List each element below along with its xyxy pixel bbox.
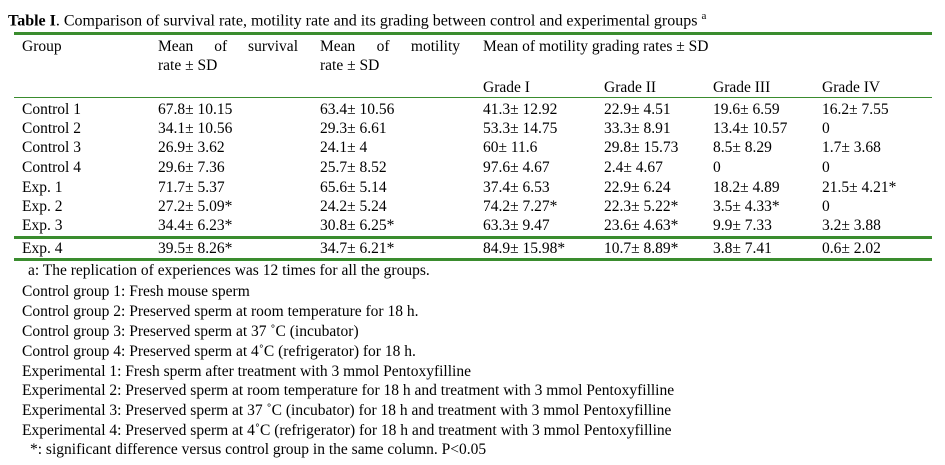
cell-grade-1: 97.6± 4.67 xyxy=(483,159,550,176)
bottom-rule xyxy=(14,258,932,261)
top-rule xyxy=(14,32,932,35)
cell-grade-1: 74.2± 7.27* xyxy=(483,198,558,215)
cell-survival: 71.7± 5.37 xyxy=(158,179,225,196)
cell-grade-1: 37.4± 6.53 xyxy=(483,179,550,196)
cell-group: Exp. 4 xyxy=(22,240,63,257)
title-footnote-marker: a xyxy=(701,10,707,22)
cell-motility: 34.7± 6.21* xyxy=(320,240,395,257)
cell-grade-4: 16.2± 7.55 xyxy=(822,101,889,118)
footnote-experimental-3: Experimental 3: Preserved sperm at 37 ˚C… xyxy=(22,402,672,419)
footnote-significance: *: significant difference versus control… xyxy=(30,441,487,458)
cell-grade-2: 2.4± 4.67 xyxy=(604,159,663,176)
header-grade-3: Grade III xyxy=(713,79,771,96)
footnote-control-2: Control group 2: Preserved sperm at room… xyxy=(22,303,419,320)
cell-survival: 26.9± 3.62 xyxy=(158,139,225,156)
cell-grade-2: 33.3± 8.91 xyxy=(604,120,671,137)
cell-grade-4: 21.5± 4.21* xyxy=(822,179,897,196)
separator-rule xyxy=(14,236,932,239)
cell-grade-3: 9.9± 7.33 xyxy=(713,217,772,234)
cell-survival: 27.2± 5.09* xyxy=(158,198,233,215)
footnote-control-4: Control group 4: Preserved sperm at 4˚C … xyxy=(22,343,416,360)
grade-header-rule xyxy=(14,97,932,98)
cell-group: Control 2 xyxy=(22,120,81,137)
cell-group: Exp. 2 xyxy=(22,198,63,215)
cell-grade-4: 0 xyxy=(822,198,830,215)
cell-grade-2: 22.3± 5.22* xyxy=(604,198,679,215)
table-caption: . Comparison of survival rate, motility … xyxy=(55,12,698,30)
cell-motility: 30.8± 6.25* xyxy=(320,217,395,234)
cell-grade-4: 0 xyxy=(822,159,830,176)
cell-grade-1: 60± 11.6 xyxy=(483,139,538,156)
footnote-experimental-4: Experimental 4: Preserved sperm at 4˚C (… xyxy=(22,422,672,439)
cell-survival: 39.5± 8.26* xyxy=(158,240,233,257)
footnote-control-3: Control group 3: Preserved sperm at 37 ˚… xyxy=(22,323,359,340)
header-grading: Mean of motility grading rates ± SD xyxy=(483,38,709,55)
table-title: Table I. Comparison of survival rate, mo… xyxy=(8,10,706,30)
cell-grade-1: 63.3± 9.47 xyxy=(483,217,550,234)
cell-grade-3: 3.8± 7.41 xyxy=(713,240,772,257)
cell-survival: 29.6± 7.36 xyxy=(158,159,225,176)
header-group: Group xyxy=(22,38,62,55)
cell-group: Control 3 xyxy=(22,139,81,156)
header-grade-4: Grade IV xyxy=(822,79,881,96)
cell-grade-2: 29.8± 15.73 xyxy=(604,139,679,156)
header-motility-line1: Mean of motility xyxy=(320,38,460,55)
footnote-experimental-1: Experimental 1: Fresh sperm after treatm… xyxy=(22,363,471,380)
footnote-experimental-2: Experimental 2: Preserved sperm at room … xyxy=(22,382,675,399)
cell-grade-3: 13.4± 10.57 xyxy=(713,120,788,137)
cell-group: Control 4 xyxy=(22,159,81,176)
header-survival-line1: Mean of survival xyxy=(158,38,298,55)
cell-grade-1: 84.9± 15.98* xyxy=(483,240,566,257)
cell-grade-2: 22.9± 6.24 xyxy=(604,179,671,196)
cell-grade-3: 3.5± 4.33* xyxy=(713,198,780,215)
cell-grade-4: 0 xyxy=(822,120,830,137)
cell-survival: 34.1± 10.56 xyxy=(158,120,233,137)
cell-grade-1: 41.3± 12.92 xyxy=(483,101,558,118)
cell-motility: 63.4± 10.56 xyxy=(320,101,395,118)
cell-grade-4: 3.2± 3.88 xyxy=(822,217,881,234)
cell-grade-4: 1.7± 3.68 xyxy=(822,139,881,156)
cell-motility: 25.7± 8.52 xyxy=(320,159,387,176)
header-grade-2: Grade II xyxy=(604,79,657,96)
header-grade-1: Grade I xyxy=(483,79,530,96)
cell-group: Exp. 1 xyxy=(22,179,63,196)
cell-grade-2: 23.6± 4.63* xyxy=(604,217,679,234)
cell-grade-2: 22.9± 4.51 xyxy=(604,101,671,118)
cell-grade-3: 8.5± 8.29 xyxy=(713,139,772,156)
cell-grade-4: 0.6± 2.02 xyxy=(822,240,881,257)
footnote-replication: a: The replication of experiences was 12… xyxy=(28,262,430,279)
cell-motility: 65.6± 5.14 xyxy=(320,179,387,196)
cell-motility: 29.3± 6.61 xyxy=(320,120,387,137)
header-survival-line2: rate ± SD xyxy=(158,57,218,74)
cell-motility: 24.1± 4 xyxy=(320,139,368,156)
cell-group: Control 1 xyxy=(22,101,81,118)
footnote-control-1: Control group 1: Fresh mouse sperm xyxy=(22,283,250,300)
cell-survival: 67.8± 10.15 xyxy=(158,101,233,118)
cell-survival: 34.4± 6.23* xyxy=(158,217,233,234)
cell-group: Exp. 3 xyxy=(22,217,63,234)
header-motility-line2: rate ± SD xyxy=(320,57,380,74)
cell-motility: 24.2± 5.24 xyxy=(320,198,387,215)
cell-grade-3: 18.2± 4.89 xyxy=(713,179,780,196)
table-label: Table I xyxy=(8,12,56,30)
cell-grade-3: 0 xyxy=(713,159,721,176)
cell-grade-1: 53.3± 14.75 xyxy=(483,120,558,137)
cell-grade-2: 10.7± 8.89* xyxy=(604,240,679,257)
cell-grade-3: 19.6± 6.59 xyxy=(713,101,780,118)
